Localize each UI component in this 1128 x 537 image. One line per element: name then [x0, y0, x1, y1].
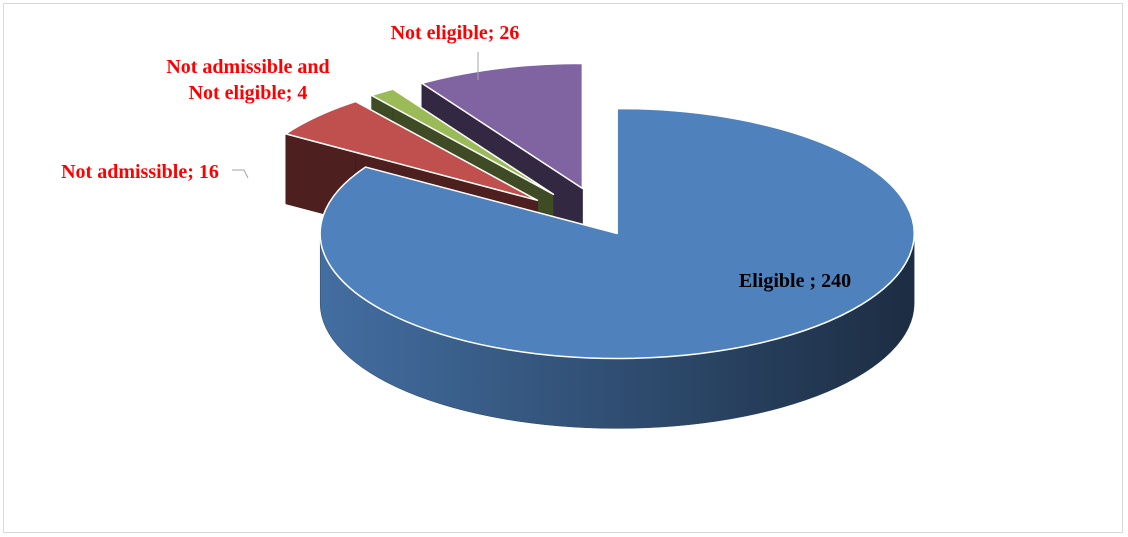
slice-top [285, 100, 539, 202]
slice-top [319, 107, 915, 360]
chart-frame [3, 3, 1123, 533]
slice-top [421, 62, 584, 190]
data-label: Not eligible; 26 [390, 22, 520, 44]
slice [319, 107, 915, 429]
data-label: Not admissible; 16 [61, 161, 219, 183]
leader-line [232, 169, 249, 179]
data-label: Eligible ; 240 [738, 270, 852, 292]
slice-top [370, 88, 555, 196]
data-label: Not admissible and Not eligible; 4 [166, 56, 330, 104]
